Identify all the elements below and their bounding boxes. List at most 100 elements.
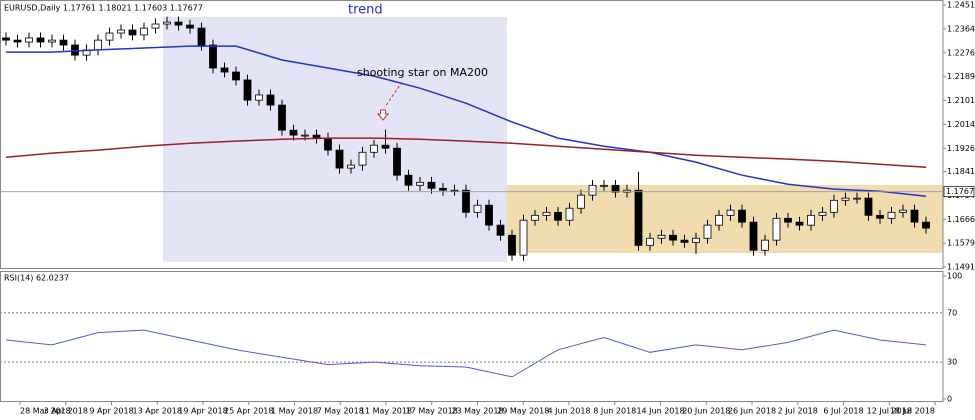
x-tick-label: 1 May 2018	[271, 407, 318, 416]
candle-body	[48, 39, 56, 43]
x-tick-label: 29 May 2018	[497, 407, 549, 416]
candle-body	[2, 37, 10, 41]
moving-average	[6, 45, 927, 197]
pointer-line	[384, 81, 403, 108]
candle-body	[864, 197, 873, 216]
candle-body	[634, 189, 643, 246]
candle-body	[36, 37, 45, 43]
candle-body	[289, 129, 298, 136]
y-tick-label: 1.21890	[947, 72, 975, 81]
candle-body	[887, 211, 896, 219]
candle-body	[795, 221, 804, 226]
x-tick-label: 12 Jul 2018	[867, 407, 912, 416]
x-tick-label: 11 May 2018	[360, 407, 412, 416]
candle-body	[427, 181, 436, 189]
candle-body	[186, 24, 194, 29]
candle-body	[772, 217, 781, 241]
candle-body	[703, 224, 712, 239]
candle-body	[381, 144, 390, 149]
plot	[0, 16, 943, 378]
y-tick-label: 0	[947, 395, 952, 404]
candle-body	[358, 151, 367, 166]
y-tick-label: 1.16665	[947, 215, 975, 224]
y-tick-label: 70	[947, 308, 957, 317]
candle-body	[554, 211, 562, 221]
x-tick-label: 8 Jun 2018	[593, 407, 636, 416]
candle-body	[508, 234, 516, 256]
candle-body	[715, 214, 723, 226]
pattern-label: shooting star on MA200	[357, 66, 488, 79]
candle-body	[922, 221, 930, 229]
x-tick-label: 3 Apr 2018	[44, 407, 88, 416]
x-tick-label: 4 Jun 2018	[547, 407, 590, 416]
candle-body	[669, 234, 677, 241]
candle-body	[243, 79, 252, 101]
candle-body	[761, 239, 769, 251]
candle-body	[623, 189, 631, 193]
candle-body	[565, 207, 574, 221]
y-tick-label: 1.18415	[947, 167, 975, 176]
x-tick-label: 26 Jun 2018	[728, 407, 776, 416]
candle-body	[485, 204, 493, 226]
candle-body	[59, 39, 68, 46]
trend-label: trend	[348, 3, 383, 18]
candle-body	[128, 29, 137, 36]
y-tick-label: 1.14915	[947, 263, 975, 272]
candle-body	[174, 21, 183, 26]
current-price-label: 1.17677	[946, 187, 975, 196]
candle-body	[910, 209, 919, 223]
y-tick-label: 30	[947, 358, 957, 367]
candle-body	[680, 239, 689, 243]
candle-body	[370, 144, 378, 153]
candle-body	[818, 211, 827, 216]
candle-body	[324, 137, 332, 151]
trend-zone	[163, 17, 507, 262]
x-tick-label: 14 Jun 2018	[636, 407, 684, 416]
candle-body	[393, 147, 401, 176]
price-frame	[0, 0, 944, 269]
y-tick-label: 1.19265	[947, 144, 975, 153]
x-tick-label: 19 Apr 2018	[178, 407, 227, 416]
y-tick-label: 1.21015	[947, 96, 975, 105]
candle-body	[784, 217, 792, 223]
candle-body	[807, 214, 815, 226]
candle-body	[738, 209, 746, 223]
candle-body	[519, 219, 528, 256]
x-tick-label: 13 Apr 2018	[133, 407, 182, 416]
candle-body	[439, 187, 447, 191]
x-tick-label: 18 Jul 2018	[890, 407, 935, 416]
candle-body	[853, 197, 861, 200]
candle-body	[255, 94, 263, 101]
candle-body	[94, 39, 102, 51]
y-tick-label: 100	[947, 272, 962, 281]
candle-body	[577, 194, 585, 209]
candle-body	[25, 37, 33, 43]
candle-body	[209, 44, 217, 69]
candle-body	[450, 189, 459, 192]
candle-body	[105, 32, 114, 41]
candle-body	[611, 184, 620, 193]
candle-body	[646, 237, 654, 246]
x-tick-label: 25 Apr 2018	[224, 407, 273, 416]
candle-body	[266, 94, 275, 106]
candle-body	[404, 174, 413, 186]
candle-body	[876, 214, 884, 219]
candle-body	[416, 181, 424, 186]
moving-average	[5, 137, 927, 169]
x-tick-label: 20 Jun 2018	[682, 407, 730, 416]
candle-body	[830, 199, 838, 213]
candle-body	[140, 27, 148, 36]
candle-body	[542, 211, 551, 216]
candle-body	[657, 234, 666, 239]
candle-body	[232, 71, 240, 81]
candle-body	[841, 197, 850, 201]
current-price-box	[943, 186, 975, 198]
rsi-header: RSI(14) 62.0237	[4, 274, 69, 283]
x-tick-label: 6 Jul 2018	[823, 407, 863, 416]
candle-body	[588, 184, 597, 196]
y-tick-label: 1.23640	[947, 24, 975, 33]
x-tick-label: 7 May 2018	[317, 407, 364, 416]
y-tick-label: 1.15790	[947, 239, 975, 248]
